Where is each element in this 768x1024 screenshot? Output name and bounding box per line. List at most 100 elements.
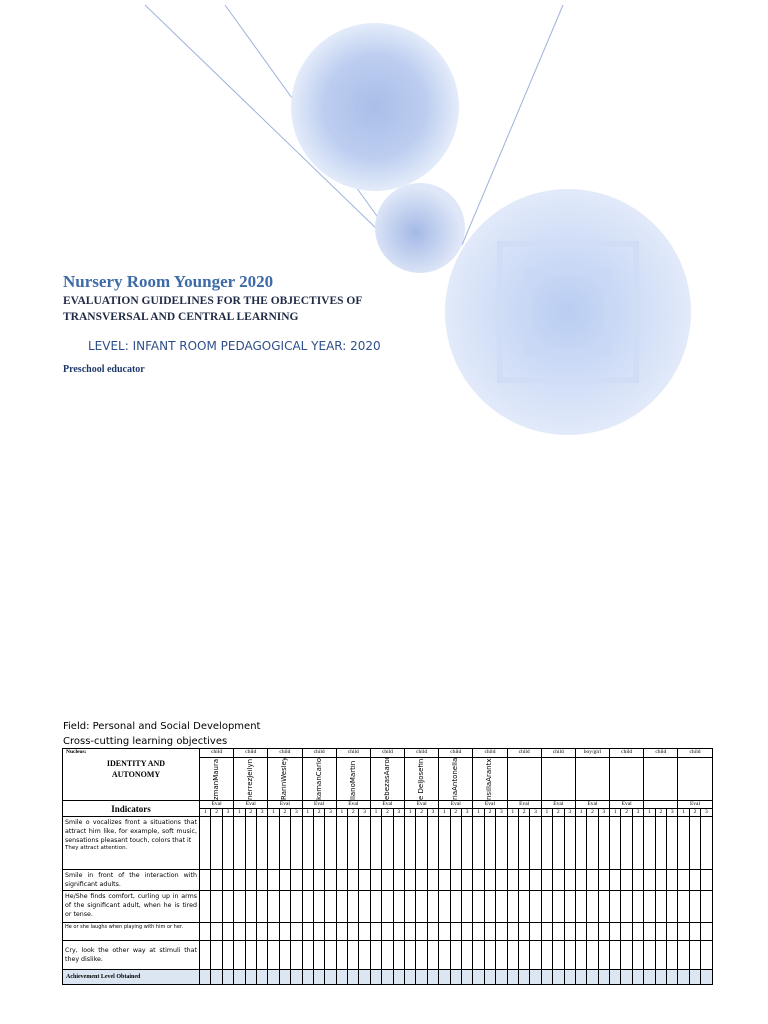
score-cell: [404, 940, 417, 970]
subtitle: EVALUATION GUIDELINES FOR THE OBJECTIVES…: [63, 295, 362, 323]
score-cell: [609, 969, 622, 985]
name-cell: [506, 757, 542, 801]
score-cell: [233, 890, 246, 923]
score-cell: [654, 969, 668, 985]
score-cell: [358, 969, 371, 985]
score-cell: [449, 969, 463, 985]
score-cell: [529, 940, 542, 970]
score-cell: [688, 869, 702, 891]
score-cell: [255, 869, 269, 891]
scale-number: 1: [677, 808, 690, 817]
eval-cell: Eval: [472, 800, 508, 809]
score-cell: [278, 890, 292, 923]
score-cell: [677, 969, 690, 985]
eval-cell: Eval: [233, 800, 269, 809]
score-cell: [301, 816, 314, 870]
score-cell: [700, 869, 713, 891]
score-cell: [620, 940, 633, 970]
score-cell: [609, 869, 622, 891]
score-cell: [335, 969, 349, 985]
score-cell: [552, 816, 565, 870]
score-cell: [495, 922, 508, 941]
scale-number: 3: [631, 808, 645, 817]
score-cell: [312, 940, 326, 970]
scale-number: 3: [358, 808, 371, 817]
score-cell: [677, 890, 690, 923]
eval-cell: Eval: [301, 800, 337, 809]
score-cell: [404, 816, 417, 870]
indicator-cell: Cry, look the other way at stimuli that …: [62, 940, 200, 970]
scale-number: 2: [620, 808, 633, 817]
score-cell: [392, 816, 406, 870]
scale-number: 1: [335, 808, 349, 817]
score-cell: [244, 922, 257, 941]
score-cell: [233, 922, 246, 941]
score-cell: [529, 869, 542, 891]
score-cell: [506, 922, 519, 941]
score-cell: [506, 969, 519, 985]
child-name: zmanMaura: [213, 758, 221, 800]
score-cell: [586, 816, 599, 870]
score-cell: [483, 890, 497, 923]
eval-cell: Eval: [506, 800, 542, 809]
score-cell: [233, 940, 246, 970]
score-cell: [574, 922, 588, 941]
footer-row: Achievement Level Obtained: [62, 969, 713, 985]
score-cell: [221, 869, 235, 891]
score-cell: [620, 869, 633, 891]
level: LEVEL: INFANT ROOM PEDAGOGICAL YEAR: 202…: [88, 339, 381, 353]
eval-cell: Eval: [335, 800, 371, 809]
indicators-header: Indicators: [62, 800, 200, 817]
scale-number: 1: [506, 808, 519, 817]
name-cell: riaAntonella: [438, 757, 474, 801]
score-cell: [426, 816, 440, 870]
score-cell: [552, 869, 565, 891]
score-cell: [221, 922, 235, 941]
score-cell: [267, 890, 280, 923]
score-cell: [290, 890, 303, 923]
scale-number: 2: [517, 808, 531, 817]
score-cell: [312, 890, 326, 923]
score-cell: [290, 969, 303, 985]
scale-number: 2: [347, 808, 360, 817]
score-cell: [221, 890, 235, 923]
indicator-cell: He or she laughs when playing with him o…: [62, 922, 200, 941]
score-cell: [404, 922, 417, 941]
child-name: nérrezJeilyn: [247, 758, 255, 800]
score-cell: [438, 890, 451, 923]
indicator-text: He or she laughs when playing with him o…: [65, 924, 184, 930]
scale-number: 2: [278, 808, 292, 817]
score-cell: [700, 890, 713, 923]
indicator-cell: He/She finds comfort, curling up in arms…: [62, 890, 200, 923]
scale-number: 2: [210, 808, 223, 817]
score-cell: [483, 869, 497, 891]
column-header: child: [506, 748, 542, 758]
name-cell: zmanMaura: [198, 757, 235, 801]
score-cell: [255, 969, 269, 985]
scale-number: 2: [552, 808, 565, 817]
score-cell: [700, 816, 713, 870]
column-header: child: [369, 748, 406, 758]
score-cell: [631, 940, 645, 970]
score-cell: [460, 816, 474, 870]
circle: [445, 189, 691, 435]
score-cell: [643, 816, 656, 870]
indicator-cell: Smile o vocalizes front a situations tha…: [62, 816, 200, 870]
score-cell: [643, 940, 656, 970]
field: Field: Personal and Social Development: [63, 721, 261, 732]
score-cell: [404, 869, 417, 891]
score-cell: [255, 940, 269, 970]
score-cell: [540, 816, 554, 870]
score-cell: [460, 969, 474, 985]
name-cell: [574, 757, 611, 801]
score-cell: [210, 940, 223, 970]
score-cell: [369, 922, 383, 941]
score-cell: [483, 940, 497, 970]
score-cell: [495, 869, 508, 891]
score-cell: [290, 922, 303, 941]
score-cell: [392, 922, 406, 941]
score-cell: [517, 922, 531, 941]
name-cell: [609, 757, 645, 801]
score-cell: [586, 890, 599, 923]
